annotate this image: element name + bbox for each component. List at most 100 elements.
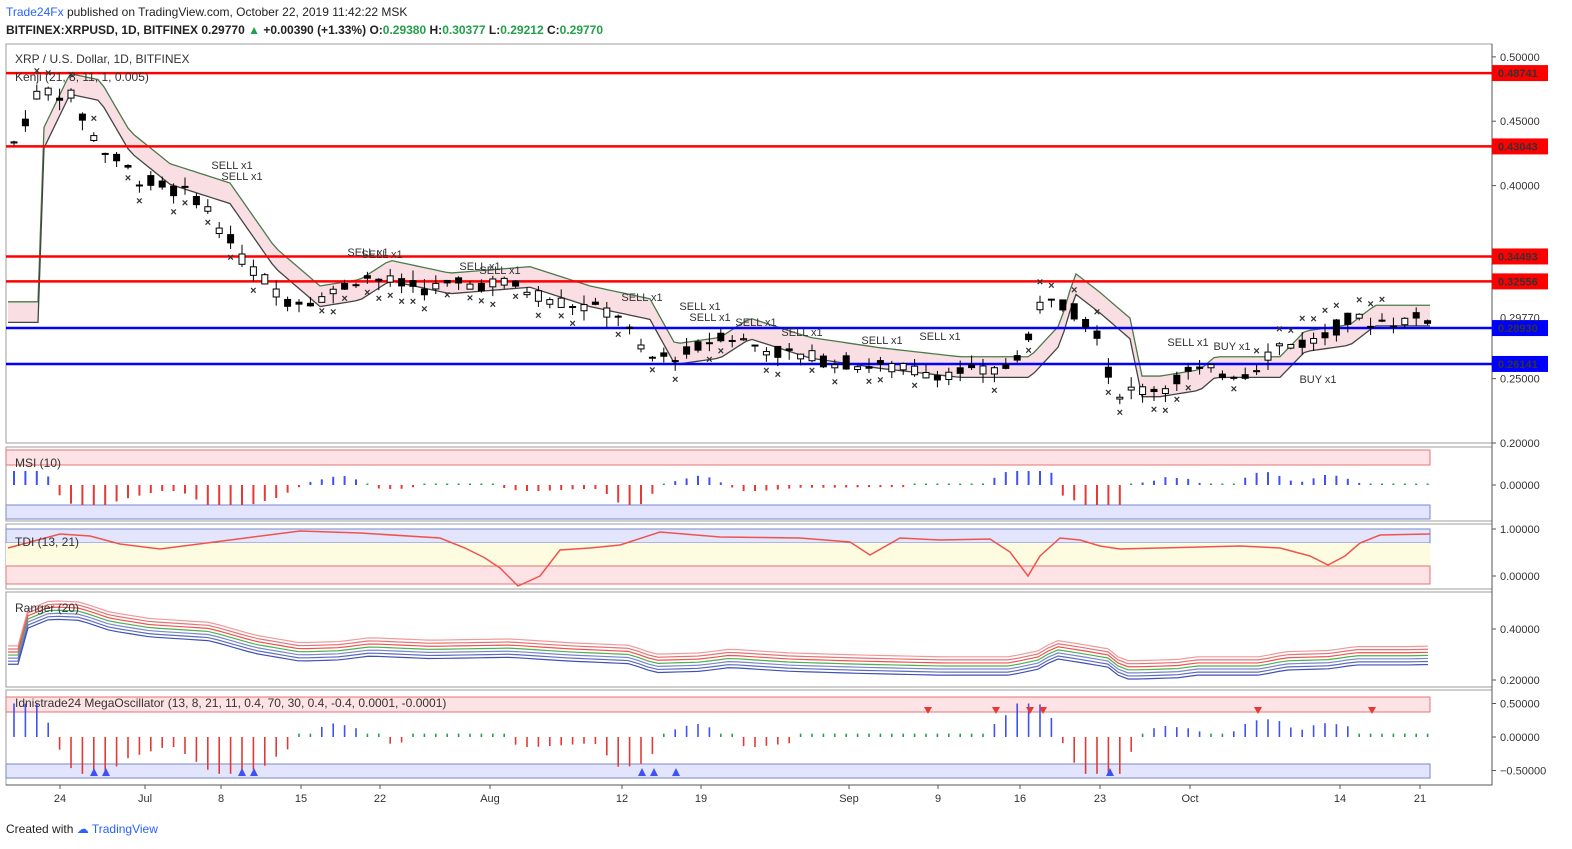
sell-signal-label: SELL x1	[211, 160, 252, 172]
candle-body	[819, 355, 827, 368]
candle	[215, 222, 223, 239]
candle	[1025, 331, 1033, 343]
candle-body	[363, 275, 371, 279]
sell-signal-label: SELL x1	[1167, 337, 1208, 349]
candle	[284, 296, 292, 312]
sell-cross-marker: ×	[398, 296, 404, 308]
candle-body	[1127, 386, 1135, 391]
sell-signal-label: SELL x1	[679, 301, 720, 313]
candle	[78, 112, 86, 131]
buy-cross-marker: ×	[1288, 325, 1294, 337]
candle-body	[101, 152, 109, 155]
candle-body	[888, 363, 896, 373]
candle-body	[705, 342, 713, 345]
level-tag-label: 0.32556	[1498, 276, 1538, 288]
level-tag-bg	[1492, 248, 1548, 265]
tradingview-link[interactable]: TradingView	[91, 822, 158, 836]
sell-cross-marker: ×	[170, 207, 176, 219]
level-tag-bg	[1492, 273, 1548, 290]
candle	[648, 355, 656, 362]
candle-body	[329, 288, 337, 295]
sell-cross-marker: ×	[205, 217, 211, 229]
candle-body	[272, 288, 280, 298]
candle-body	[318, 296, 326, 303]
candle-body	[968, 364, 976, 369]
mega-buy-arrow-icon	[238, 768, 246, 776]
candle	[660, 347, 668, 363]
buy-cross-marker: ×	[1276, 323, 1282, 335]
candle	[842, 352, 850, 370]
candle	[1218, 370, 1226, 381]
candle	[1253, 364, 1261, 376]
low-label: L:	[488, 23, 501, 37]
candle	[1196, 359, 1204, 375]
sell-cross-marker: ×	[718, 345, 724, 357]
level-tag-bg	[1492, 320, 1548, 337]
candle	[1310, 332, 1318, 351]
candle	[1412, 307, 1420, 326]
symbol-line: BITFINEX:XRPUSD, 1D, BITFINEX 0.29770 ▲ …	[6, 23, 603, 37]
candle	[557, 289, 565, 308]
candle-body	[557, 297, 565, 308]
mega-buy-arrow-icon	[90, 768, 98, 776]
candle	[1389, 317, 1397, 334]
candle-body	[1367, 325, 1375, 328]
sell-cross-marker: ×	[558, 311, 564, 323]
sell-cross-marker: ×	[569, 318, 575, 330]
candle-body	[44, 87, 52, 96]
publisher-link[interactable]: Trade24Fx	[6, 5, 64, 19]
mega-y-tick-label: 0.50000	[1500, 699, 1540, 711]
candle-body	[1139, 386, 1147, 396]
sell-cross-marker: ×	[1117, 407, 1123, 419]
candle-body	[1161, 388, 1169, 395]
candle	[1104, 358, 1112, 385]
candle	[21, 110, 29, 132]
candle	[603, 301, 611, 328]
msi-pane-title: MSI (10)	[15, 456, 62, 470]
candle-body	[78, 113, 86, 121]
candle-body	[67, 89, 75, 99]
candle	[1173, 371, 1181, 391]
sell-cross-marker: ×	[1174, 394, 1180, 406]
candle-body	[1287, 343, 1295, 349]
x-tick-label: 21	[1414, 793, 1426, 805]
candle-body	[614, 315, 622, 318]
candle-body	[170, 185, 178, 197]
ranger-band-line	[8, 615, 1429, 677]
candle	[819, 353, 827, 369]
candle	[56, 88, 64, 111]
mega-buy-arrow-icon	[1106, 768, 1114, 776]
mega-buy-arrow-icon	[650, 768, 658, 776]
chart-canvas[interactable]: 0.50000 0.45000 0.40000 0.25000 0.20000 24 Jul…	[0, 0, 1572, 820]
candle	[591, 297, 599, 306]
candle	[1161, 385, 1169, 403]
sell-cross-marker: ×	[832, 376, 838, 388]
sell-cross-marker: ×	[775, 369, 781, 381]
candle-body	[409, 280, 417, 287]
kenji-lower-line	[8, 94, 1430, 398]
candle	[1275, 342, 1283, 356]
sell-cross-marker: ×	[866, 376, 872, 388]
up-arrow-icon: ▲	[248, 23, 260, 37]
sell-cross-marker: ×	[319, 305, 325, 317]
mega-sell-arrow-icon	[1026, 707, 1034, 714]
candle-body	[1275, 343, 1283, 347]
sell-cross-marker: ×	[410, 296, 416, 308]
candle-body	[740, 338, 748, 341]
mega-sell-arrow-icon	[1368, 707, 1376, 714]
created-with-text: Created with	[6, 822, 74, 836]
x-tick-label: 19	[695, 793, 707, 805]
candle-body	[375, 278, 383, 282]
pane-frame-0	[5, 43, 1493, 444]
candle	[1241, 367, 1249, 381]
candle-body	[204, 206, 212, 212]
candle-body	[1264, 351, 1272, 361]
candle	[1013, 350, 1021, 363]
candle-body	[1344, 312, 1352, 325]
candle	[352, 282, 360, 289]
x-tick-label: 23	[1094, 793, 1106, 805]
candle-body	[842, 355, 850, 370]
sell-signal-label: SELL x1	[361, 249, 402, 261]
tdi-line	[7, 530, 1431, 587]
candle	[968, 355, 976, 370]
